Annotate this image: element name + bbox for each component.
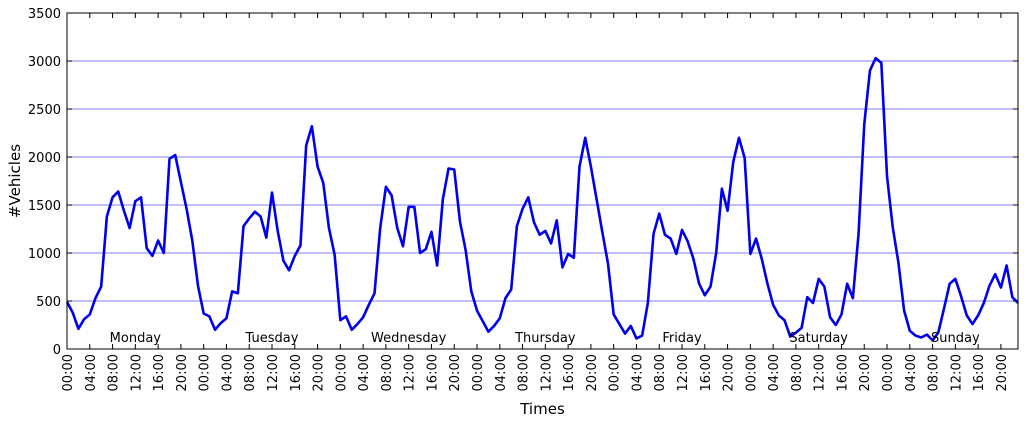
- day-label-monday: Monday: [110, 331, 162, 346]
- x-tick-label: 04:00: [904, 354, 919, 391]
- x-tick-label: 16:00: [835, 354, 850, 391]
- x-tick-label: 08:00: [790, 354, 805, 391]
- x-tick-label: 04:00: [220, 354, 235, 391]
- x-tick-label: 20:00: [722, 354, 737, 391]
- x-tick-label: 04:00: [84, 354, 99, 391]
- x-tick-label: 12:00: [539, 354, 554, 391]
- x-tick-label: 00:00: [334, 354, 349, 391]
- y-tick-label: 0: [53, 343, 61, 358]
- x-tick-label: 00:00: [744, 354, 759, 391]
- y-axis-ticks: 0 500 1000 1500 2000 2500 3000 3500: [28, 7, 1018, 358]
- x-tick-label: 16:00: [699, 354, 714, 391]
- x-tick-label: 12:00: [129, 354, 144, 391]
- day-label-saturday: Saturday: [789, 331, 848, 346]
- x-tick-label: 00:00: [608, 354, 623, 391]
- x-tick-label: 04:00: [494, 354, 509, 391]
- x-tick-label: 20:00: [175, 354, 190, 391]
- x-tick-label: 12:00: [266, 354, 281, 391]
- x-tick-label: 08:00: [107, 354, 122, 391]
- day-label-wednesday: Wednesday: [371, 331, 447, 346]
- y-tick-label: 1000: [28, 247, 61, 262]
- x-tick-label: 20:00: [995, 354, 1010, 391]
- day-label-thursday: Thursday: [514, 331, 576, 346]
- x-tick-label: 12:00: [676, 354, 691, 391]
- x-tick-label: 12:00: [813, 354, 828, 391]
- series-line: [65, 56, 1019, 342]
- day-label-friday: Friday: [662, 331, 702, 346]
- x-tick-label: 16:00: [562, 354, 577, 391]
- x-tick-label: 12:00: [403, 354, 418, 391]
- x-tick-label: 16:00: [152, 354, 167, 391]
- x-axis-title: Times: [519, 400, 565, 418]
- series-line-group: [65, 56, 1019, 342]
- y-tick-label: 3000: [28, 55, 61, 70]
- y-tick-label: 2500: [28, 103, 61, 118]
- x-tick-label: 08:00: [243, 354, 258, 391]
- x-tick-label: 20:00: [858, 354, 873, 391]
- y-tick-label: 2000: [28, 151, 61, 166]
- x-tick-label: 00:00: [881, 354, 896, 391]
- y-tick-label: 1500: [28, 199, 61, 214]
- x-tick-label: 12:00: [949, 354, 964, 391]
- x-axis-ticks: 00:00 04:00 08:00 12:00 16:00 20:00 00:00 04:00…: [61, 13, 1010, 391]
- plot-frame: [66, 12, 1019, 350]
- y-tick-label: 500: [36, 295, 61, 310]
- x-tick-label: 08:00: [653, 354, 668, 391]
- x-tick-label: 20:00: [585, 354, 600, 391]
- x-tick-label: 08:00: [517, 354, 532, 391]
- x-tick-label: 08:00: [927, 354, 942, 391]
- x-tick-label: 00:00: [471, 354, 486, 391]
- x-tick-label: 00:00: [198, 354, 213, 391]
- day-label-sunday: Sunday: [931, 331, 980, 346]
- x-tick-label: 00:00: [61, 354, 76, 391]
- x-tick-label: 16:00: [289, 354, 304, 391]
- x-tick-label: 16:00: [425, 354, 440, 391]
- x-tick-label: 08:00: [380, 354, 395, 391]
- x-tick-label: 20:00: [312, 354, 327, 391]
- x-tick-label: 16:00: [972, 354, 987, 391]
- day-label-tuesday: Tuesday: [245, 331, 299, 346]
- day-labels: Monday Tuesday Wednesday Thursday Friday Satu…: [110, 331, 980, 346]
- y-tick-label: 3500: [28, 7, 61, 22]
- grid-lines: [67, 60, 1018, 302]
- x-tick-label: 20:00: [448, 354, 463, 391]
- x-tick-label: 04:00: [630, 354, 645, 391]
- x-tick-label: 04:00: [767, 354, 782, 391]
- y-axis-title: #Vehicles: [6, 144, 24, 218]
- x-tick-label: 04:00: [357, 354, 372, 391]
